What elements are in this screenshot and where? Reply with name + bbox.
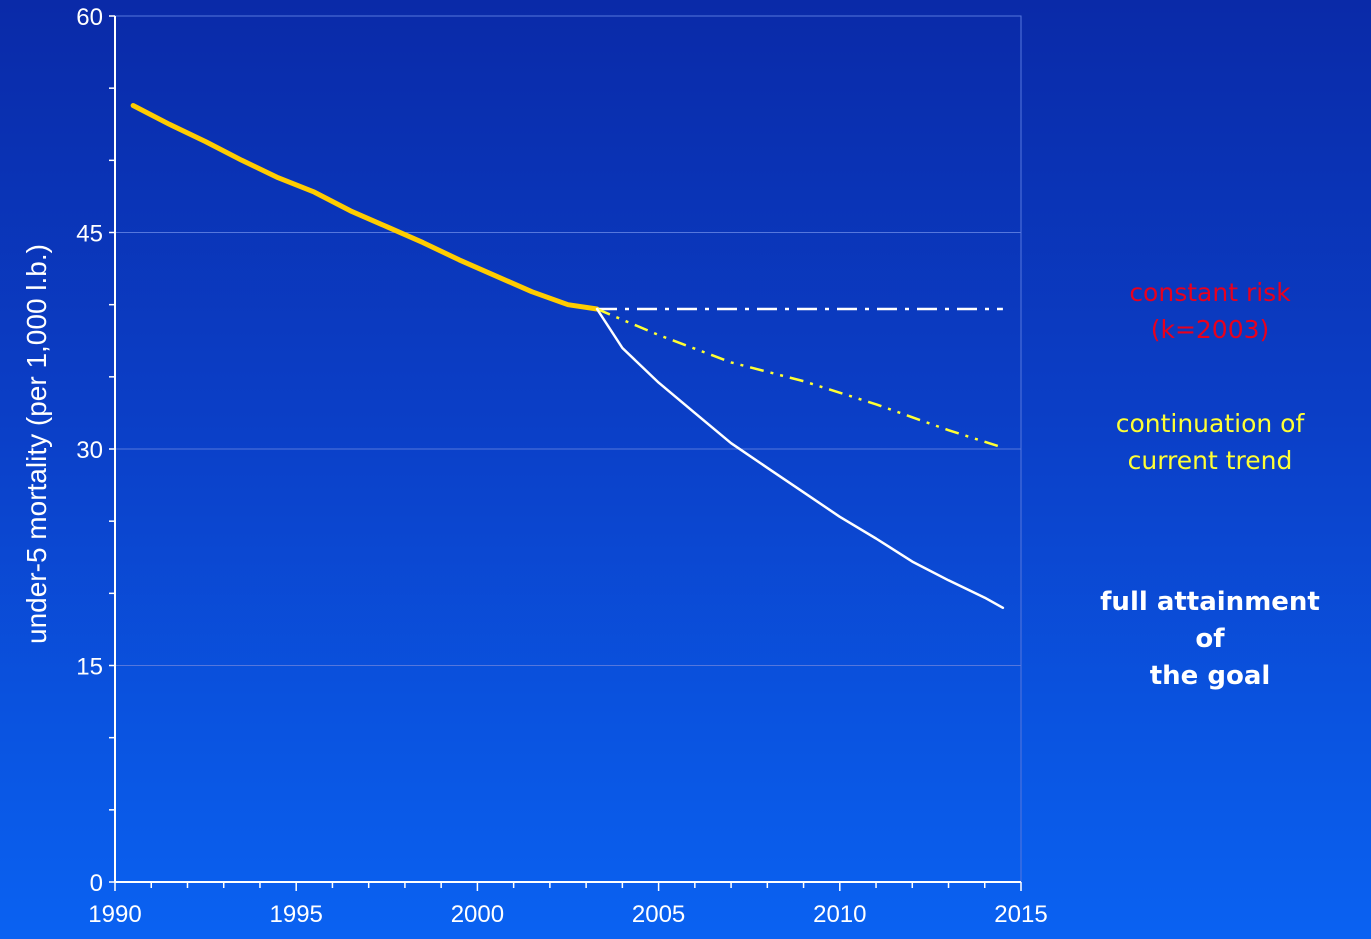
x-tick-label-1995: 1995	[270, 901, 323, 928]
y-tick-label-30: 30	[76, 437, 103, 464]
series-line-3	[595, 307, 1005, 610]
series-line-0	[130, 103, 600, 312]
x-tick-label-1990: 1990	[88, 901, 141, 928]
legend-goal-attainment: full attainment of the goal	[1090, 584, 1330, 695]
y-tick-label-45: 45	[76, 221, 103, 248]
legend-goal-attainment-line1: full attainment of	[1100, 587, 1320, 654]
y-tick-label-60: 60	[76, 4, 103, 31]
legend-current-trend-line1: continuation of	[1115, 409, 1305, 438]
y-axis-title: under-5 mortality (per 1,000 l.b.)	[21, 244, 52, 644]
legend-goal-attainment-line2: the goal	[1149, 661, 1271, 691]
y-tick-label-15: 15	[76, 654, 103, 681]
legend-constant-risk-line1: constant risk	[1129, 278, 1291, 307]
x-tick-label-2000: 2000	[451, 901, 504, 928]
legend-constant-risk: constant risk (k=2003)	[1090, 274, 1330, 348]
x-tick-label-2015: 2015	[994, 901, 1047, 928]
y-tick-label-0: 0	[90, 870, 103, 897]
x-tick-label-2005: 2005	[632, 901, 685, 928]
x-tick-label-2010: 2010	[813, 901, 866, 928]
legend-constant-risk-line2: (k=2003)	[1150, 315, 1270, 344]
legend-current-trend: continuation of current trend	[1090, 405, 1330, 479]
series-line-2	[596, 307, 1004, 449]
legend-current-trend-line2: current trend	[1127, 446, 1293, 475]
